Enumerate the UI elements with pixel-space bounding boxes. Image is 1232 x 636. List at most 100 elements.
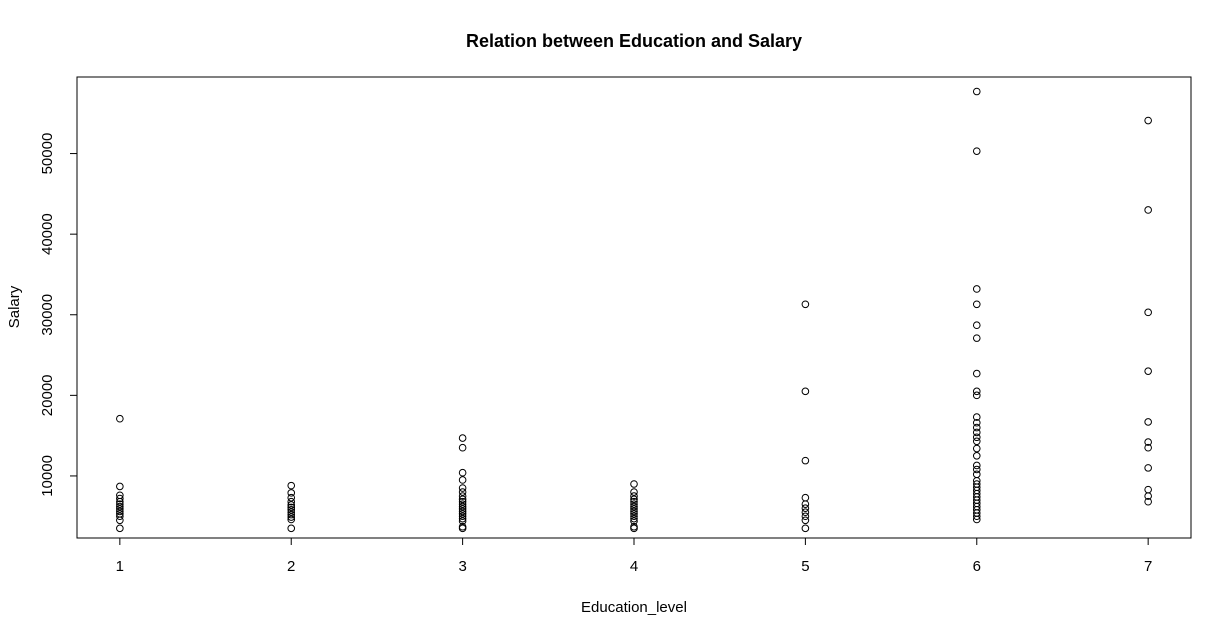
x-tick-label: 3 [458,558,466,575]
data-point [801,500,810,508]
data-point [972,300,981,309]
data-point [972,428,981,437]
data-point [458,507,467,516]
data-point [630,510,638,518]
data-point [1144,443,1152,452]
data-point [972,465,981,474]
data-point [630,517,638,525]
data-point [458,514,467,523]
data-point [287,501,296,509]
data-point [972,470,981,479]
data-point [972,147,981,155]
data-points [116,87,1152,533]
data-point [1144,438,1152,446]
y-tick-label: 30000 [39,294,56,336]
y-tick-label: 20000 [39,374,56,416]
data-point [458,443,467,452]
data-point [972,387,981,396]
data-point [458,484,467,492]
data-point [630,500,638,508]
data-point [630,497,638,506]
x-tick-label: 6 [973,558,981,575]
data-point [116,524,124,533]
data-point [972,480,981,488]
x-axis-label: Education_level [581,599,687,616]
data-point [458,434,467,442]
data-point [630,522,638,531]
data-point [287,524,296,533]
data-point [458,468,467,477]
data-point [1144,485,1152,494]
data-point [287,513,296,521]
data-point [630,502,638,511]
data-point [116,491,124,500]
data-point [801,512,810,521]
plot-area [76,76,1192,539]
data-point [972,444,981,453]
data-point [1144,464,1152,472]
chart-title: Relation between Education and Salary [466,31,802,51]
data-point [287,510,296,519]
data-point [287,493,296,502]
data-point [116,507,124,516]
x-tick-label: 4 [630,558,638,575]
data-point [630,505,638,513]
data-point [116,510,124,518]
data-point [458,492,467,500]
data-point [1144,497,1152,506]
x-tick-label: 1 [116,558,124,575]
data-point [116,500,124,508]
data-point [458,512,467,521]
data-point [972,423,981,432]
data-point [458,517,467,525]
data-point [801,493,810,502]
y-tick-label: 50000 [39,133,56,175]
data-point [972,369,981,378]
data-point [116,505,124,513]
data-point [458,500,467,508]
data-point [801,504,810,512]
data-point [458,505,467,513]
data-point [458,488,467,496]
data-point [801,508,810,517]
data-point [630,495,638,504]
data-point [458,497,467,506]
data-point [287,503,296,512]
data-point [972,321,981,330]
data-point [801,456,810,465]
data-point [972,433,981,442]
y-tick-label: 40000 [39,213,56,255]
data-point [630,512,638,521]
data-point [972,87,981,96]
data-point [801,524,810,533]
data-point [116,512,124,521]
data-point [972,437,981,446]
data-point [801,387,810,396]
data-point [630,514,638,523]
data-point [801,516,810,525]
data-point [287,481,296,490]
data-point [1144,418,1152,426]
y-axis-label: Salary [6,285,23,328]
data-point [1144,308,1152,317]
data-point [287,497,296,506]
data-point [458,495,467,504]
data-point [972,413,981,421]
x-tick-label: 2 [287,558,295,575]
data-point [458,476,467,484]
data-point [287,489,296,497]
x-axis: 1 2 3 4 5 6 7 [116,538,1152,575]
data-point [116,494,124,503]
data-point [801,300,810,309]
data-point [630,480,638,488]
data-point [972,334,981,342]
data-point [972,285,981,293]
data-point [630,507,638,516]
data-point [287,508,296,517]
data-point [972,418,981,427]
y-axis: 10000 20000 30000 40000 50000 [39,133,77,497]
data-point [972,461,981,470]
data-point [116,482,124,491]
data-point [116,414,124,423]
